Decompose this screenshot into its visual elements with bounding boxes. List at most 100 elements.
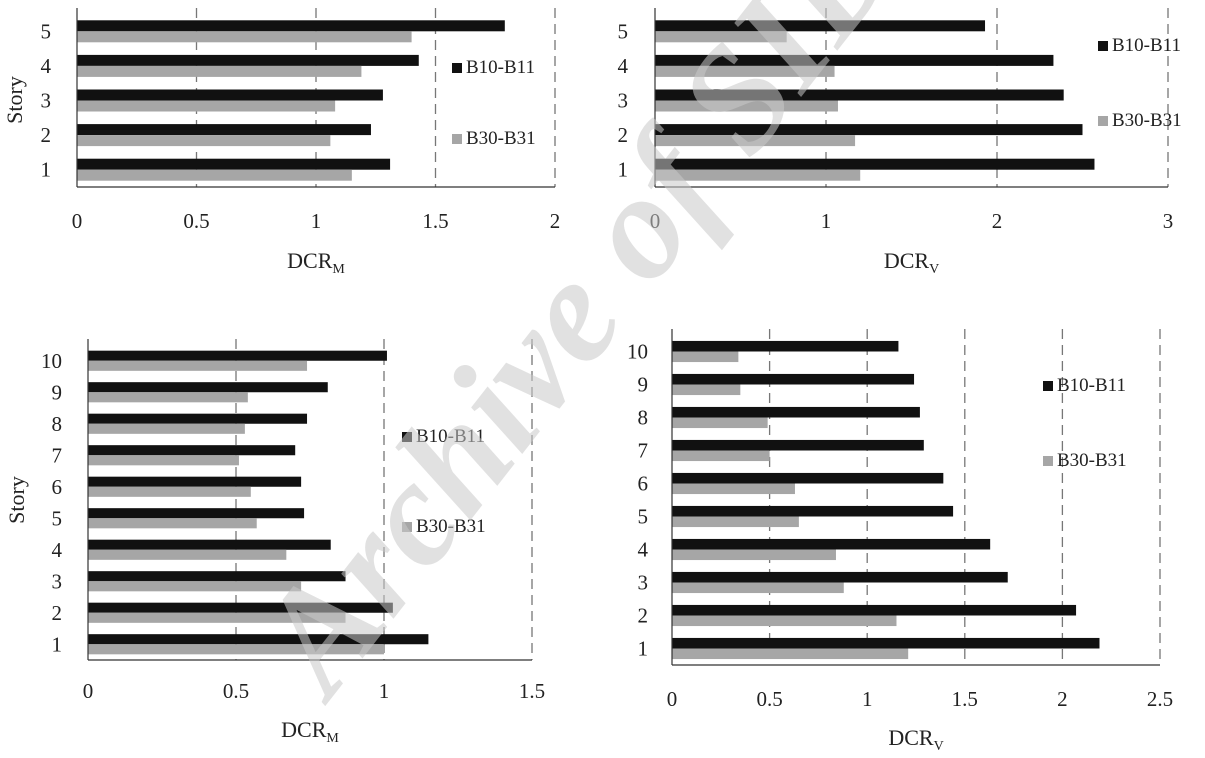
story-tick-label: 5 [638, 505, 649, 529]
x-axis-title: DCRM [281, 717, 339, 746]
x-axis-title: DCRV [888, 725, 943, 753]
bar-b10-b11 [672, 340, 899, 352]
bar-b10-b11 [672, 472, 944, 484]
bar-b30-b31 [77, 100, 336, 112]
legend-label: B30-B31 [466, 128, 536, 149]
bar-b10-b11 [655, 20, 986, 32]
legend-label: B30-B31 [416, 516, 486, 537]
bar-b30-b31 [88, 392, 248, 403]
bar-b10-b11 [77, 124, 371, 136]
bar-b10-b11 [88, 413, 308, 424]
bar-b10-b11 [88, 350, 387, 361]
y-axis-title: Story [2, 76, 27, 124]
bar-b30-b31 [672, 549, 836, 561]
bar-b30-b31 [88, 486, 251, 497]
x-tick-label: 1 [379, 679, 390, 703]
bar-b30-b31 [655, 65, 835, 77]
bar-b30-b31 [88, 423, 245, 434]
story-tick-label: 10 [41, 349, 62, 373]
x-tick-label: 0.5 [183, 209, 209, 233]
story-tick-label: 8 [52, 412, 63, 436]
legend-swatch [1098, 41, 1108, 51]
x-tick-label: 1.5 [519, 679, 545, 703]
bar-b30-b31 [77, 135, 331, 147]
bar-b10-b11 [655, 124, 1083, 136]
story-tick-label: 10 [627, 340, 648, 364]
x-tick-label: 2.5 [1147, 687, 1173, 711]
x-tick-label: 0 [72, 209, 83, 233]
story-tick-label: 4 [52, 538, 63, 562]
bar-b30-b31 [655, 169, 861, 181]
bar-b10-b11 [655, 89, 1064, 101]
bar-b10-b11 [88, 602, 393, 613]
bar-b30-b31 [655, 135, 856, 147]
bar-b30-b31 [77, 31, 412, 43]
bar-b10-b11 [672, 604, 1077, 616]
chart-top-right: 1 2 3 4 5 0 1 2 3 DCRV B10-B11 B30-B31 [618, 8, 1182, 277]
bar-b10-b11 [672, 439, 924, 451]
x-tick-label: 2 [550, 209, 561, 233]
legend-swatch [452, 63, 462, 73]
legend-swatch [402, 522, 412, 532]
story-tick-label: 9 [638, 373, 649, 397]
x-tick-label: 1 [862, 687, 873, 711]
bar-b30-b31 [88, 581, 302, 592]
bar-b30-b31 [655, 31, 787, 43]
bar-b10-b11 [672, 571, 1008, 583]
x-tick-label: 2 [992, 209, 1003, 233]
story-tick-label: 5 [52, 506, 63, 530]
bar-b10-b11 [672, 538, 991, 550]
x-tick-label: 0 [650, 209, 661, 233]
bar-b30-b31 [88, 549, 287, 560]
bar-b30-b31 [672, 648, 909, 660]
story-tick-label: 4 [638, 538, 649, 562]
chart-bottom-left: 1 2 3 4 5 6 7 8 9 10 0 0.5 1 1.5 DCRM Story B10-B11 B30-B… [4, 339, 545, 746]
bar-b30-b31 [672, 450, 770, 462]
bar-b10-b11 [88, 382, 328, 393]
legend-label: B10-B11 [1057, 375, 1126, 396]
x-axis-title: DCRM [287, 248, 345, 277]
legend-label: B10-B11 [416, 426, 485, 447]
bar-b30-b31 [88, 455, 239, 466]
bar-b10-b11 [88, 539, 331, 550]
story-tick-label: 4 [618, 54, 629, 78]
x-axis-title: DCRV [884, 248, 939, 277]
story-tick-label: 5 [618, 19, 629, 43]
bar-b30-b31 [88, 360, 308, 371]
story-tick-label: 1 [41, 158, 52, 182]
story-tick-label: 5 [41, 19, 52, 43]
bar-b30-b31 [655, 100, 838, 112]
bar-b10-b11 [655, 54, 1054, 66]
x-tick-label: 3 [1163, 209, 1174, 233]
bar-b30-b31 [77, 169, 352, 181]
bar-b10-b11 [77, 20, 505, 32]
story-tick-label: 4 [41, 54, 52, 78]
x-tick-label: 2 [1057, 687, 1068, 711]
bar-b10-b11 [88, 476, 302, 487]
legend-label: B30-B31 [1112, 110, 1182, 131]
story-tick-label: 7 [52, 443, 63, 467]
x-axis-title-subscript: V [934, 739, 944, 753]
bar-b30-b31 [88, 644, 384, 655]
story-tick-label: 3 [52, 569, 63, 593]
story-tick-label: 2 [52, 601, 63, 625]
x-tick-label: 0.5 [223, 679, 249, 703]
legend-label: B10-B11 [466, 57, 535, 78]
x-tick-label: 0.5 [756, 687, 782, 711]
bar-b30-b31 [77, 65, 362, 77]
bar-b10-b11 [88, 508, 305, 519]
x-tick-label: 0 [667, 687, 678, 711]
legend-swatch [402, 432, 412, 442]
chart-top-left: 1 2 3 4 5 0 0.5 1 1.5 2 DCRM Story B10-B11 B30-B31 [2, 8, 560, 277]
bar-b30-b31 [672, 417, 768, 429]
bar-b30-b31 [672, 582, 844, 594]
bar-b10-b11 [77, 54, 419, 66]
bar-b10-b11 [672, 373, 915, 385]
story-tick-label: 8 [638, 406, 649, 430]
story-tick-label: 3 [41, 89, 52, 113]
bar-b10-b11 [672, 505, 954, 517]
bar-b30-b31 [88, 612, 346, 623]
bar-b10-b11 [88, 571, 346, 582]
legend-label: B30-B31 [1057, 450, 1127, 471]
